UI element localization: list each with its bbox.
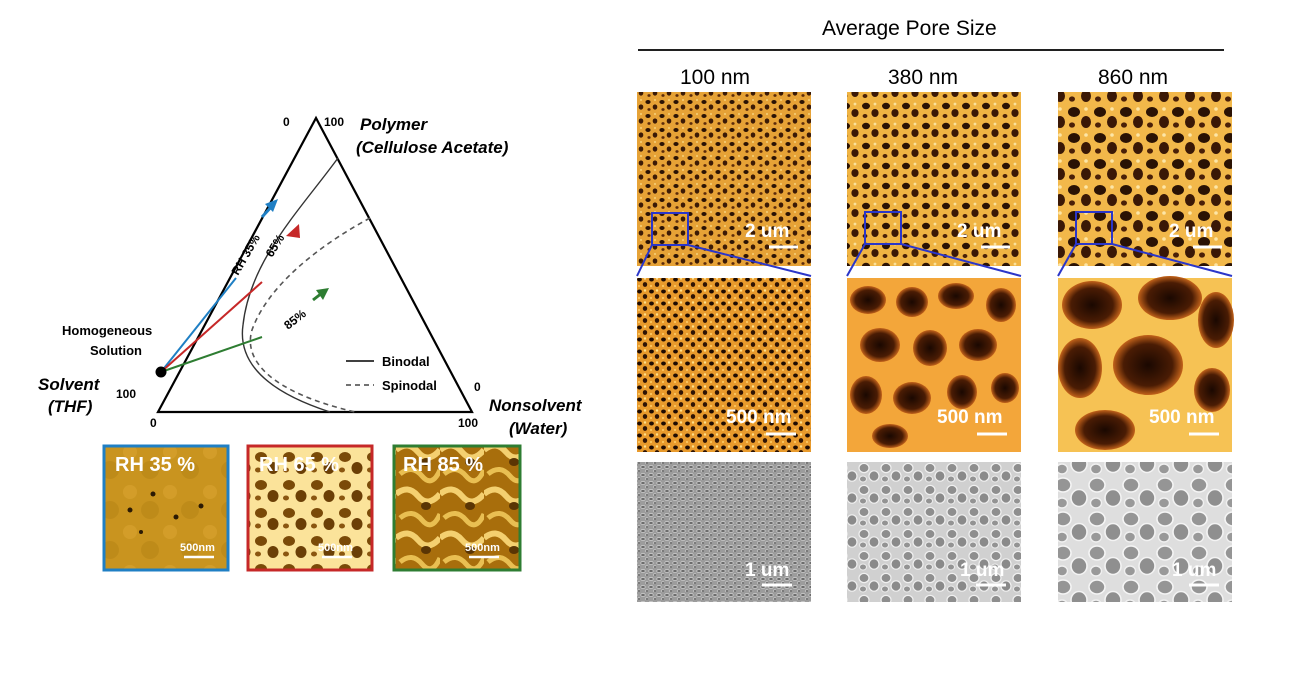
solvent-label: Solvent <box>38 375 101 394</box>
sem-scale-100: 1 um <box>745 560 789 581</box>
tick-left-bottom: 0 <box>150 416 157 430</box>
rh85-path <box>160 336 263 373</box>
rh65-path <box>160 281 263 373</box>
rh-panel-35-scale: 500nm <box>180 542 215 554</box>
nonsolvent-sublabel: (Water) <box>509 419 568 438</box>
sem-380: 1 um <box>847 462 1021 602</box>
column-label-380: 380 nm <box>888 66 958 89</box>
afm-overview-860: 2 um <box>1058 92 1232 266</box>
homogeneous-label: Homogeneous <box>62 323 152 338</box>
tick-left-top: 100 <box>116 387 136 401</box>
rh65-path-label: 65% <box>263 232 288 260</box>
start-point <box>155 366 167 378</box>
rh85-path-label: 85% <box>281 306 309 332</box>
rh35-arrow-icon <box>260 199 278 219</box>
afm-scale-100: 2 um <box>745 221 789 242</box>
afm-zoom-scale-380: 500 nm <box>937 407 1002 428</box>
rh-panel-35: RH 35 % 500nm <box>102 444 230 572</box>
solution-label: Solution <box>90 343 142 358</box>
afm-overview-100: 2 um <box>637 92 811 266</box>
afm-scale-380: 2 um <box>957 221 1001 242</box>
zoom-connectors <box>636 243 1233 277</box>
ternary-diagram: RH 35% 65% 85% 0 100 100 0 0 100 Polymer… <box>38 115 583 438</box>
rh-panel-65-scale: 500nm <box>318 542 353 554</box>
rh-panel-35-label: RH 35 % <box>115 454 195 476</box>
nonsolvent-label: Nonsolvent <box>489 396 583 415</box>
pore-size-grid: Average Pore Size 100 nm 380 nm 860 nm 2… <box>636 17 1234 602</box>
ternary-triangle <box>156 115 474 414</box>
rh-panel-65-label: RH 65 % <box>259 454 339 476</box>
column-label-100: 100 nm <box>680 66 750 89</box>
afm-zoom-100: 500 nm <box>637 278 811 452</box>
rh65-arrow-icon <box>286 224 300 238</box>
tick-top-left: 0 <box>283 115 290 129</box>
rh-panel-85-label: RH 85 % <box>403 454 483 476</box>
legend-spinodal: Spinodal <box>382 378 437 393</box>
curve-legend: Binodal Spinodal <box>346 354 437 393</box>
sem-scale-860: 1 um <box>1172 560 1216 581</box>
sem-100: 1 um <box>637 462 811 602</box>
rh85-arrow-icon <box>312 288 329 302</box>
afm-scale-860: 2 um <box>1169 221 1213 242</box>
polymer-sublabel: (Cellulose Acetate) <box>356 138 509 157</box>
binodal-curve <box>241 157 339 413</box>
afm-zoom-380: 500 nm <box>847 278 1021 452</box>
tick-top-right: 100 <box>324 115 344 129</box>
pore-grid-title: Average Pore Size <box>822 17 997 40</box>
rh35-path-label: RH 35% <box>228 232 263 278</box>
afm-overview-380: 2 um <box>847 92 1021 266</box>
sem-scale-380: 1 um <box>960 560 1004 581</box>
afm-zoom-860: 500 nm <box>1058 276 1234 452</box>
solvent-sublabel: (THF) <box>48 397 93 416</box>
sem-860: 1 um <box>1058 462 1232 602</box>
rh-panel-85: RH 85 % 500nm <box>392 444 522 572</box>
tick-right-top: 0 <box>474 380 481 394</box>
afm-zoom-scale-860: 500 nm <box>1149 407 1214 428</box>
legend-binodal: Binodal <box>382 354 430 369</box>
polymer-label: Polymer <box>360 115 428 134</box>
rh-panel-65: RH 65 % 500nm <box>246 444 374 572</box>
tick-right-bottom: 100 <box>458 416 478 430</box>
column-label-860: 860 nm <box>1098 66 1168 89</box>
spinodal-curve <box>249 217 371 413</box>
afm-zoom-scale-100: 500 nm <box>726 407 791 428</box>
rh35-path <box>160 277 237 373</box>
rh-panel-85-scale: 500nm <box>465 542 500 554</box>
